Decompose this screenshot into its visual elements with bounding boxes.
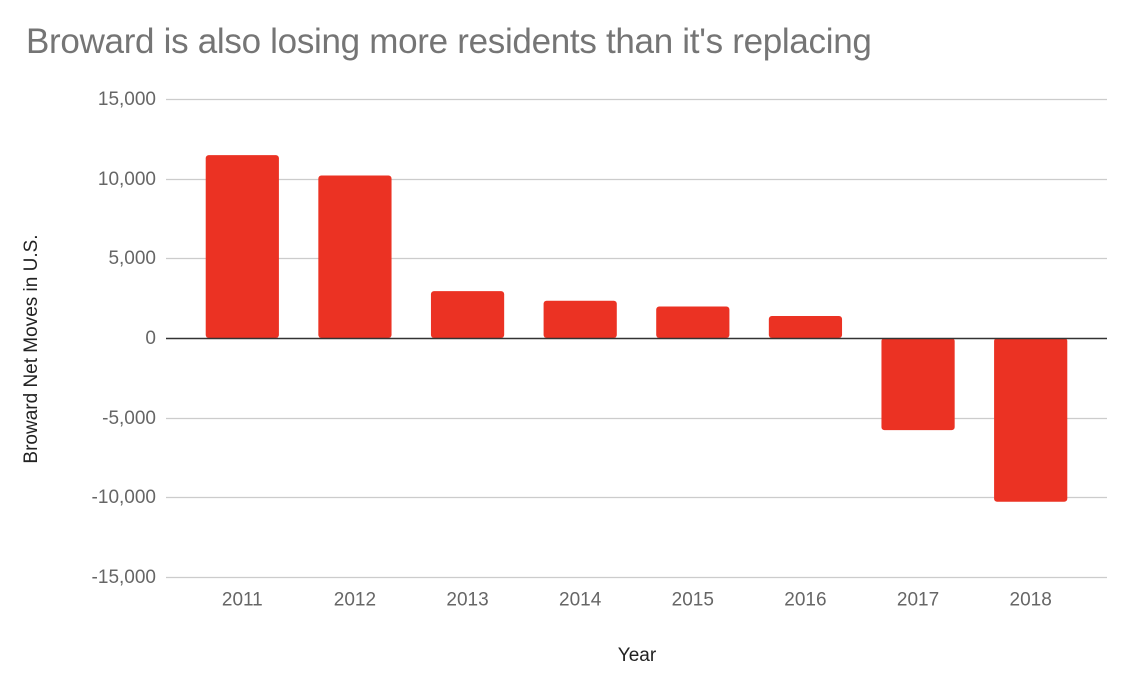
- x-axis-title: Year: [617, 645, 657, 666]
- bar-2018: [994, 338, 1068, 502]
- y-tick-label: 0: [145, 328, 156, 349]
- y-tick-label: 10,000: [98, 169, 156, 190]
- x-tick-label: 2015: [672, 590, 714, 611]
- y-tick-label: -10,000: [92, 487, 156, 508]
- x-tick-label: 2013: [446, 590, 488, 611]
- chart-title: Broward is also losing more residents th…: [26, 22, 872, 61]
- x-tick-label: 2018: [1010, 590, 1052, 611]
- y-tick-label: -5,000: [102, 408, 156, 429]
- bar-2013: [430, 291, 505, 338]
- x-tick-label: 2012: [334, 590, 376, 611]
- y-tick-label: 5,000: [108, 248, 156, 269]
- y-axis-title: Broward Net Moves in U.S.: [21, 234, 42, 464]
- x-tick-label: 2014: [559, 590, 602, 611]
- x-tick-label: 2016: [784, 590, 826, 611]
- y-tick-label: 15,000: [98, 89, 156, 110]
- bar-2011: [205, 155, 279, 338]
- x-tick-labels: 2011 2012 2013 2014 2015 2016 2017 2018: [222, 590, 1052, 611]
- x-tick-label: 2017: [897, 590, 939, 611]
- bars: [205, 155, 1068, 502]
- bar-2012: [318, 175, 392, 338]
- y-tick-labels: 15,000 10,000 5,000 0 -5,000 -10,000 -15,000: [92, 89, 156, 588]
- y-tick-label: -15,000: [92, 567, 156, 588]
- bar-2017: [881, 338, 955, 431]
- bar-2016: [768, 316, 843, 338]
- bar-2014: [543, 300, 617, 338]
- x-tick-label: 2011: [222, 590, 263, 611]
- bar-2015: [656, 306, 730, 338]
